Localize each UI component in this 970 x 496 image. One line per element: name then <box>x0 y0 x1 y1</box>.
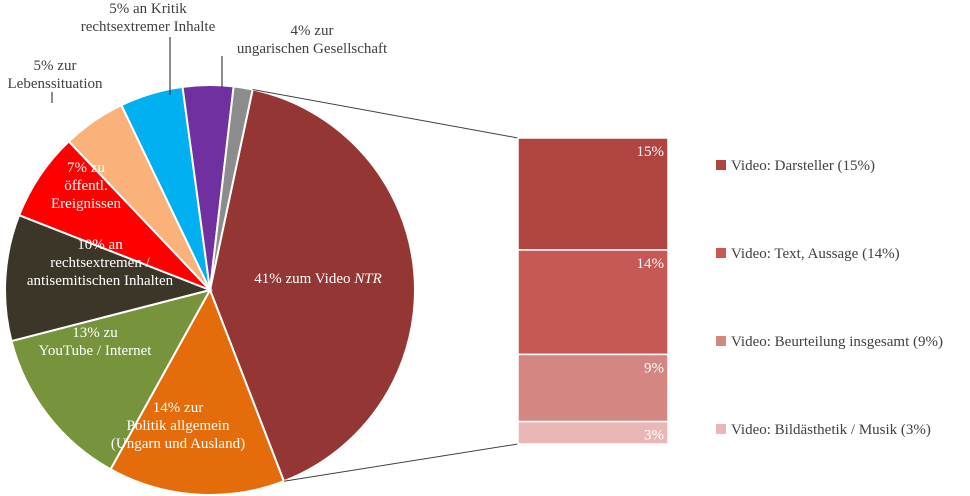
pie-slice-1 <box>109 287 286 496</box>
slice-label-1: 14% zur Politik allgemein (Ungarn und Ausl… <box>111 400 245 452</box>
connector-bottom <box>283 443 519 482</box>
bar-segment-0 <box>517 137 669 251</box>
slice-label-5: 5% zur Lebenssituation <box>8 58 103 92</box>
legend: Video: Darsteller (15%) Video: Text, Auss… <box>716 158 943 438</box>
legend-swatch-0 <box>716 160 726 170</box>
slice-label-0: 41% zum Video NTR <box>254 271 382 287</box>
legend-swatch-1 <box>716 248 726 258</box>
bar-segment-3 <box>517 420 669 445</box>
bar-segment-label-3: 3% <box>644 428 664 444</box>
legend-swatch-3 <box>716 424 726 434</box>
bar-segment-label-0: 15% <box>637 144 665 160</box>
legend-item-2: Video: Beurteilung insgesamt (9%) <box>731 334 943 350</box>
breakdown-bar: 15% 14% 9% 3% <box>517 137 669 445</box>
legend-item-0: Video: Darsteller (15%) <box>731 158 875 174</box>
bar-segment-1 <box>517 249 669 356</box>
slice-label-3: 10% an rechtsextremen / antisemitischen In… <box>27 237 174 289</box>
bar-segment-label-1: 14% <box>637 256 665 272</box>
pie-slice-2 <box>10 288 213 471</box>
pie-slice-0 <box>208 88 416 483</box>
connector-top <box>252 88 519 139</box>
bar-segment-2 <box>517 353 669 423</box>
bar-segment-label-2: 9% <box>644 360 664 376</box>
legend-item-1: Video: Text, Aussage (14%) <box>731 246 900 262</box>
pie-slice-3 <box>4 213 214 343</box>
slice-labels: 41% zum Video NTR 14% zur Politik allgemei… <box>8 1 389 452</box>
pie-slice-8 <box>209 85 254 291</box>
slice-label-7: 4% zur ungarischen Gesellschaft <box>237 23 388 57</box>
legend-swatch-2 <box>716 336 726 346</box>
slice-label-6: 5% an Kritik rechtsextremer Inhalte <box>81 1 216 35</box>
slice-label-4: 7% zu öffentl. Ereignissen <box>51 160 121 212</box>
slice-label-2: 13% zu YouTube / Internet <box>39 325 153 359</box>
pie-slices <box>4 84 416 496</box>
legend-item-3: Video: Bildästhetik / Musik (3%) <box>731 422 931 438</box>
connector-lines <box>252 88 519 482</box>
